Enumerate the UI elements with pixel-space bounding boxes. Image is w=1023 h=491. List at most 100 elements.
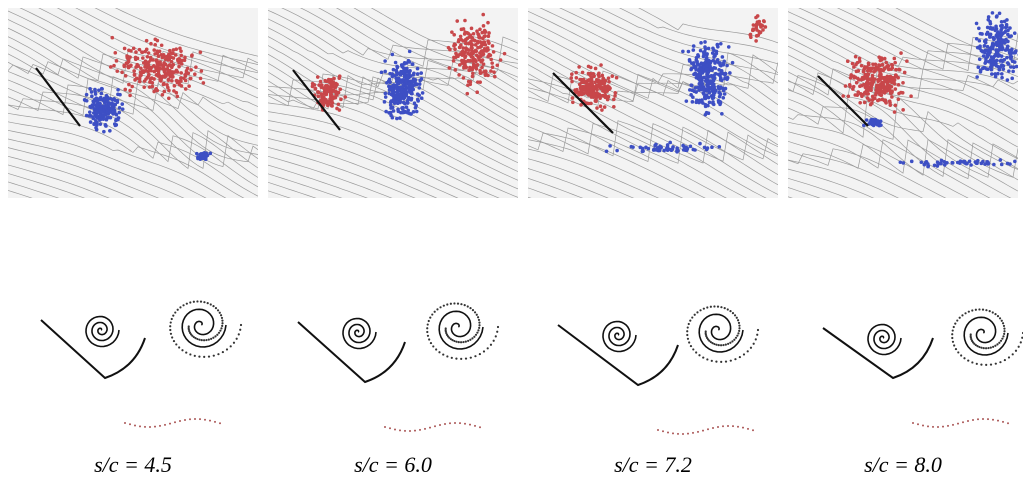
vortex-point <box>963 357 966 360</box>
particle <box>329 78 333 82</box>
particle <box>151 58 155 62</box>
streamline <box>8 181 60 198</box>
vortex-point <box>696 311 699 314</box>
particle <box>477 57 482 62</box>
particle <box>588 72 592 77</box>
vortex-point <box>715 343 718 346</box>
particle <box>313 87 318 91</box>
panel-caption: s/c = 7.2 <box>614 452 692 477</box>
vortex-point <box>191 334 194 337</box>
wake-point <box>942 425 944 428</box>
particle <box>195 151 199 156</box>
particle <box>942 160 947 164</box>
particle <box>495 63 500 68</box>
vortex-point <box>974 308 977 311</box>
particle <box>882 66 887 71</box>
particle <box>880 80 884 85</box>
vortex-point <box>174 311 177 314</box>
wake-point <box>219 422 221 425</box>
particle <box>709 67 714 72</box>
wake-point <box>742 426 744 429</box>
streamline <box>268 129 459 198</box>
streamline <box>579 8 778 75</box>
particle <box>466 41 471 46</box>
particle <box>94 115 99 120</box>
particle <box>1000 44 1004 48</box>
particle <box>1008 162 1012 166</box>
particle <box>467 59 471 63</box>
particle <box>388 110 393 115</box>
vortex-point <box>474 333 478 336</box>
wake-point <box>194 418 196 421</box>
particle <box>854 80 859 85</box>
particle <box>644 145 648 150</box>
particle <box>189 68 193 72</box>
particle <box>1008 55 1013 59</box>
particle <box>843 84 848 88</box>
vortex-point <box>992 345 995 348</box>
particle <box>126 60 131 64</box>
particle <box>343 95 348 99</box>
particle <box>857 56 862 61</box>
vortex-point <box>453 302 456 305</box>
streamline <box>528 70 778 157</box>
vortex-point <box>984 347 988 350</box>
vortex-point <box>994 313 997 316</box>
particle <box>1010 76 1015 81</box>
particle <box>173 53 178 57</box>
particle <box>866 61 871 66</box>
streamline <box>528 123 748 198</box>
plate <box>292 69 341 131</box>
particle <box>582 85 586 89</box>
vortex-point <box>991 311 994 314</box>
particle <box>471 31 476 36</box>
particle <box>152 77 156 81</box>
particle <box>176 57 180 62</box>
particle <box>588 91 593 95</box>
vortex-point <box>958 316 961 319</box>
vortex-point <box>988 310 991 313</box>
vortex-point <box>205 338 208 342</box>
vortex-point <box>686 337 690 340</box>
particle <box>872 77 877 81</box>
vortex-point <box>752 342 755 345</box>
particle <box>716 44 720 49</box>
particle <box>178 46 182 51</box>
streamline <box>788 153 923 198</box>
wake-point <box>747 427 749 430</box>
streamline <box>798 8 1018 70</box>
streamline <box>268 207 518 295</box>
wake-point <box>464 422 466 425</box>
particle <box>397 81 401 86</box>
vortex-point <box>175 343 178 346</box>
streamline <box>8 173 86 198</box>
vortex-point <box>478 352 481 356</box>
particle <box>201 81 206 85</box>
particle <box>128 93 132 98</box>
particle <box>133 55 138 60</box>
particle <box>324 84 328 89</box>
particle <box>983 61 987 65</box>
streamline <box>8 147 160 198</box>
particle <box>198 76 203 81</box>
particle <box>134 76 139 81</box>
particle <box>974 21 979 26</box>
particle <box>981 54 986 58</box>
wake-point <box>967 419 969 422</box>
vortex-point <box>469 307 472 310</box>
wake-point <box>717 425 719 428</box>
wake-point <box>204 418 206 421</box>
vortex-point <box>719 344 723 347</box>
particle <box>883 98 888 103</box>
particle <box>161 82 166 87</box>
particle <box>408 74 413 78</box>
particle <box>318 79 323 84</box>
particle <box>89 90 94 94</box>
particle <box>410 62 415 66</box>
particle <box>994 15 999 19</box>
flow-panel <box>8 8 258 198</box>
particle <box>475 90 479 95</box>
vortex-point <box>688 341 691 344</box>
streamline <box>8 98 258 188</box>
vortex-point <box>1019 341 1022 344</box>
